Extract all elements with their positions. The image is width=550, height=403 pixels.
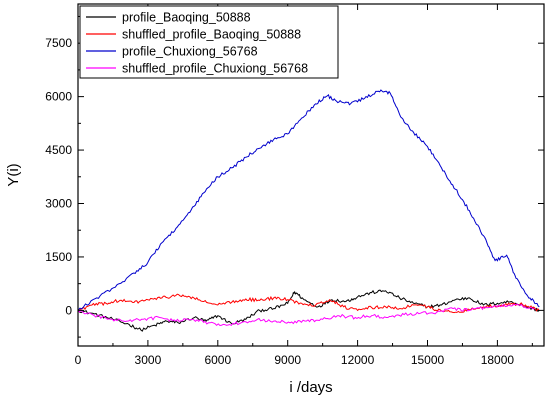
series-line-3 — [78, 89, 540, 311]
y-axis-title: Y(i) — [5, 163, 22, 186]
y-tick-label: 6000 — [45, 90, 72, 104]
legend: profile_Baoqing_50888 shuffled_profile_Ba… — [79, 5, 339, 79]
y-tick-label: 3000 — [45, 197, 72, 211]
legend-label: profile_Baoqing_50888 — [122, 11, 251, 25]
x-tick-label: 18000 — [481, 353, 515, 367]
series-line-4 — [78, 303, 535, 327]
series-line-2 — [78, 293, 540, 314]
y-tick-label: 0 — [65, 303, 72, 317]
x-axis-title: i /days — [289, 379, 332, 396]
plot-area-frame — [77, 3, 545, 347]
legend-box — [79, 5, 339, 79]
legend-label: shuffled_profile_Baoqing_50888 — [122, 28, 301, 42]
x-tick-label: 9000 — [274, 353, 301, 367]
legend-label: profile_Chuxiong_56768 — [122, 45, 258, 59]
x-tick-label: 0 — [75, 353, 82, 367]
x-tick-label: 3000 — [135, 353, 162, 367]
y-tick-label: 1500 — [45, 250, 72, 264]
y-tick-label: 4500 — [45, 143, 72, 157]
x-tick-label: 12000 — [341, 353, 375, 367]
series-line-1 — [78, 289, 540, 332]
x-tick-label: 15000 — [411, 353, 445, 367]
x-tick-label: 6000 — [204, 353, 231, 367]
y-tick-label: 7500 — [45, 36, 72, 50]
legend-label: shuffled_profile_Chuxiong_56768 — [122, 62, 308, 76]
